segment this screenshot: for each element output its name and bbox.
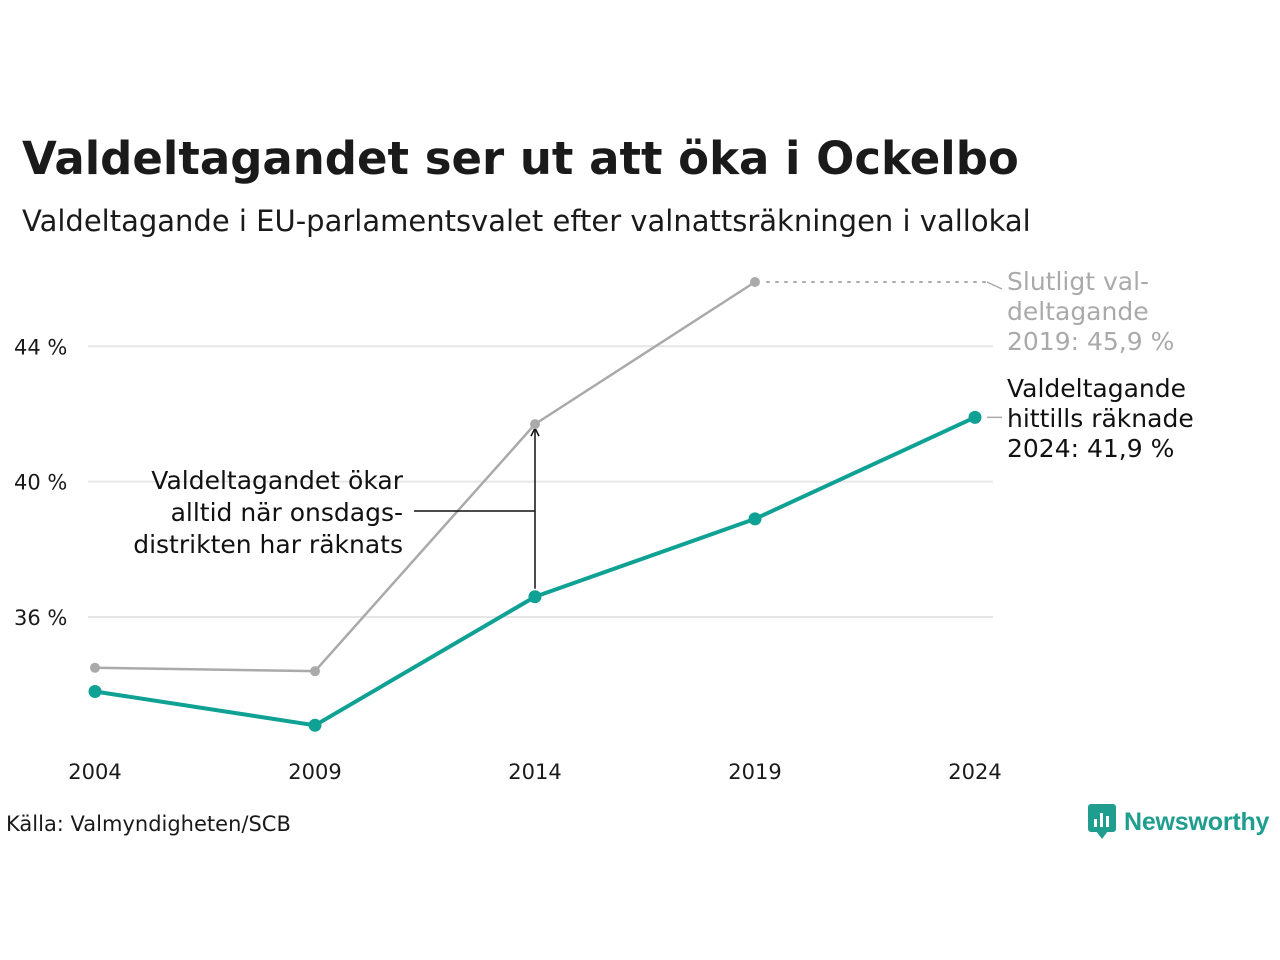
counted-series-point [968, 410, 982, 424]
x-tick-label: 2004 [68, 760, 121, 784]
y-tick-label: 44 % [14, 335, 67, 359]
x-tick-label: 2009 [288, 760, 341, 784]
gap-note-line: Valdeltagandet ökar [151, 466, 403, 495]
final-label-line: Slutligt val- [1007, 267, 1149, 296]
final-series-point [750, 277, 760, 287]
final-series-line [94, 280, 756, 673]
annotation-labels: Slutligt val-deltagande 2019: 45,9 % Valde… [133, 267, 1193, 559]
brand-logo: Newsworthy [1088, 804, 1269, 840]
final-series-point [90, 662, 100, 673]
y-tick-label: 36 % [14, 606, 67, 630]
gridlines [88, 345, 993, 619]
final-series-point [310, 666, 320, 677]
counted-series-point [748, 512, 762, 526]
counted-label: Valdeltagande hittills räknade 2024: 41,9 … [1007, 374, 1194, 463]
y-axis-ticks: 36 % 40 % 44 % [14, 335, 67, 630]
chart-title: Valdeltagandet ser ut att öka i Ockelbo [22, 132, 1019, 185]
source-note: Källa: Valmyndigheten/SCB [6, 812, 291, 836]
x-axis-ticks: 2004 2009 2014 2019 2024 [68, 760, 1001, 784]
bar-chart-icon [1088, 804, 1116, 839]
x-tick-label: 2019 [728, 760, 781, 784]
final-series-point [530, 419, 540, 430]
gap-note-line: distrikten har räknats [133, 530, 403, 559]
gap-note: Valdeltagandet ökar alltid när onsdags-di… [133, 466, 403, 559]
x-tick-label: 2024 [948, 760, 1001, 784]
brand-name: Newsworthy [1124, 807, 1270, 836]
series-points [88, 277, 982, 732]
final-label-connector [986, 281, 1003, 290]
final-label-line: deltagande [1007, 297, 1149, 326]
y-tick-label: 40 % [14, 471, 67, 495]
chart-subtitle: Valdeltagande i EU-parlamentsvalet efter… [22, 204, 1031, 238]
counted-label-line: hittills räknade [1007, 404, 1194, 433]
counted-label-line: 2024: 41,9 % [1007, 434, 1174, 463]
annotation-guides [414, 281, 1003, 589]
final-label: Slutligt val-deltagande 2019: 45,9 % [1007, 267, 1174, 356]
x-tick-label: 2014 [508, 760, 561, 784]
counted-label-line: Valdeltagande [1007, 374, 1186, 403]
counted-series-point [528, 590, 542, 604]
final-label-line: 2019: 45,9 % [1007, 327, 1174, 356]
counted-series-point [88, 684, 102, 698]
gap-note-line: alltid när onsdags- [171, 498, 403, 527]
counted-series-point [308, 718, 322, 732]
